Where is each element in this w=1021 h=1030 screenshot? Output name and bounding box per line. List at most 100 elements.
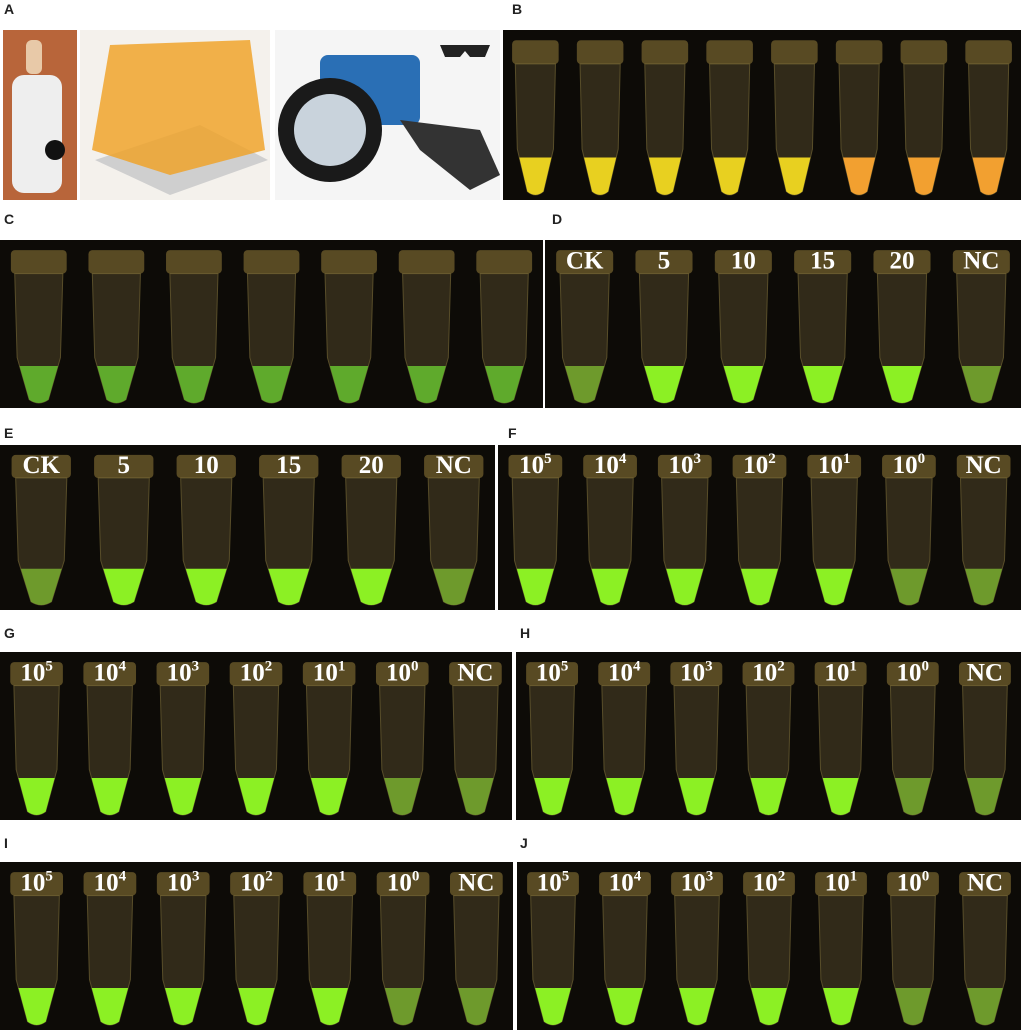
tube-label: 103 <box>167 659 200 687</box>
tube-cap <box>771 40 818 64</box>
tube-label: 102 <box>240 869 273 897</box>
tube-fluid <box>961 366 1002 403</box>
tube-cap <box>714 250 772 274</box>
tube-label: 104 <box>93 659 126 687</box>
tube-fluid <box>534 778 570 815</box>
lamp-lens <box>294 94 366 166</box>
tube-fluid <box>97 366 136 403</box>
tube-label-base: 10 <box>818 452 843 479</box>
tube-fluid <box>644 366 684 403</box>
tube-label-exponent: 5 <box>544 451 552 467</box>
tube-fluid <box>822 778 859 815</box>
tube-label-base: 10 <box>387 870 412 897</box>
tube-label-base: 10 <box>753 870 778 897</box>
tube-label-base: NC <box>966 452 1002 479</box>
tube-label-base: 10 <box>897 870 922 897</box>
tube-fluid <box>967 778 1003 815</box>
tube-cap <box>259 454 319 478</box>
panel-b <box>503 30 1021 200</box>
tube-cap <box>11 454 71 478</box>
tube-label-text: 10 <box>731 248 756 275</box>
tube-label: 105 <box>519 451 552 479</box>
tube-label-base: 10 <box>519 452 544 479</box>
tube-label-exponent: 5 <box>562 869 570 885</box>
tube-label: 104 <box>94 869 127 897</box>
tube-label-exponent: 5 <box>45 869 53 885</box>
tube-label-exponent: 1 <box>843 451 851 467</box>
tube-cap <box>814 662 867 686</box>
tube-cap <box>526 662 579 686</box>
tube-cap <box>671 872 723 896</box>
tube-fluid <box>174 366 214 403</box>
tube-cap <box>303 872 357 896</box>
tube-fluid <box>823 988 859 1025</box>
tube-label-exponent: 4 <box>118 659 126 675</box>
tube-label-base: 10 <box>314 870 339 897</box>
tube-fluid <box>678 778 715 815</box>
panel-label: B <box>512 1 522 17</box>
tube-label-base: 10 <box>94 870 119 897</box>
tube-cap <box>583 454 637 478</box>
tube-fluid <box>19 366 59 403</box>
tube-fluid <box>329 366 369 403</box>
tube-label: 102 <box>753 869 786 897</box>
tube-fluid <box>802 366 843 403</box>
tube-label: 101 <box>825 869 858 897</box>
tube-label: 103 <box>669 451 702 479</box>
tube-cap <box>156 662 210 686</box>
tube-fluid <box>967 988 1003 1025</box>
tube-label-base: 10 <box>167 660 192 687</box>
tube-fluid <box>535 988 571 1025</box>
panel-label: J <box>520 835 528 851</box>
tube-label-exponent: 3 <box>192 869 200 885</box>
tube-label-exponent: 2 <box>265 869 273 885</box>
tube-label: 105 <box>20 869 53 897</box>
tube-cap <box>176 454 236 478</box>
panel-label: E <box>4 425 13 441</box>
tube-fluid <box>606 778 643 815</box>
tube-fluid <box>564 366 605 403</box>
tube-label-base: 10 <box>240 870 265 897</box>
tube-cap <box>450 872 503 896</box>
tube-label-base: 10 <box>893 452 918 479</box>
tube-label-base: NC <box>967 660 1003 687</box>
tube-label-exponent: 4 <box>633 659 641 675</box>
tube-label-base: 10 <box>20 870 45 897</box>
tube-cap <box>476 250 533 274</box>
tube-label-base: 10 <box>20 660 45 687</box>
tube-fluid <box>238 988 275 1025</box>
tube-label: 15 <box>810 248 835 275</box>
tube-label-exponent: 5 <box>561 659 569 675</box>
tube-label: 102 <box>743 451 776 479</box>
tube-label-exponent: 4 <box>119 869 127 885</box>
tube-label-text: NC <box>963 248 999 275</box>
tube-cap <box>635 250 693 274</box>
tube-label-base: 10 <box>825 870 850 897</box>
tube-cap <box>424 454 484 478</box>
tube-label-exponent: 2 <box>778 869 786 885</box>
tube-label: 20 <box>359 452 384 479</box>
panel-g: 105 104 103 102 101 100 NC <box>0 652 512 820</box>
tube-fluid <box>713 157 746 195</box>
tube-fluid <box>895 988 931 1025</box>
tube-label-text: 20 <box>890 248 915 275</box>
tube-label: 105 <box>536 659 569 687</box>
tube-cap <box>900 40 948 64</box>
tube-cap <box>398 250 455 274</box>
tube-cap <box>959 872 1011 896</box>
tube-cap <box>706 40 753 64</box>
tube-label: 102 <box>240 659 273 687</box>
tube-label-exponent: 2 <box>265 659 273 675</box>
tube-fluid <box>164 778 201 815</box>
tube-fluid <box>103 568 145 606</box>
tube-label-exponent: 4 <box>634 869 642 885</box>
tube-label-base: 10 <box>386 660 411 687</box>
lamp-handle <box>400 120 500 190</box>
tube-fluid <box>519 157 552 195</box>
tube-cap <box>229 662 283 686</box>
tube-cap <box>88 250 145 274</box>
tube-label: 103 <box>681 869 714 897</box>
tube-label-exponent: 1 <box>849 659 857 675</box>
tube-cap <box>952 250 1010 274</box>
tube-cap <box>230 872 283 896</box>
